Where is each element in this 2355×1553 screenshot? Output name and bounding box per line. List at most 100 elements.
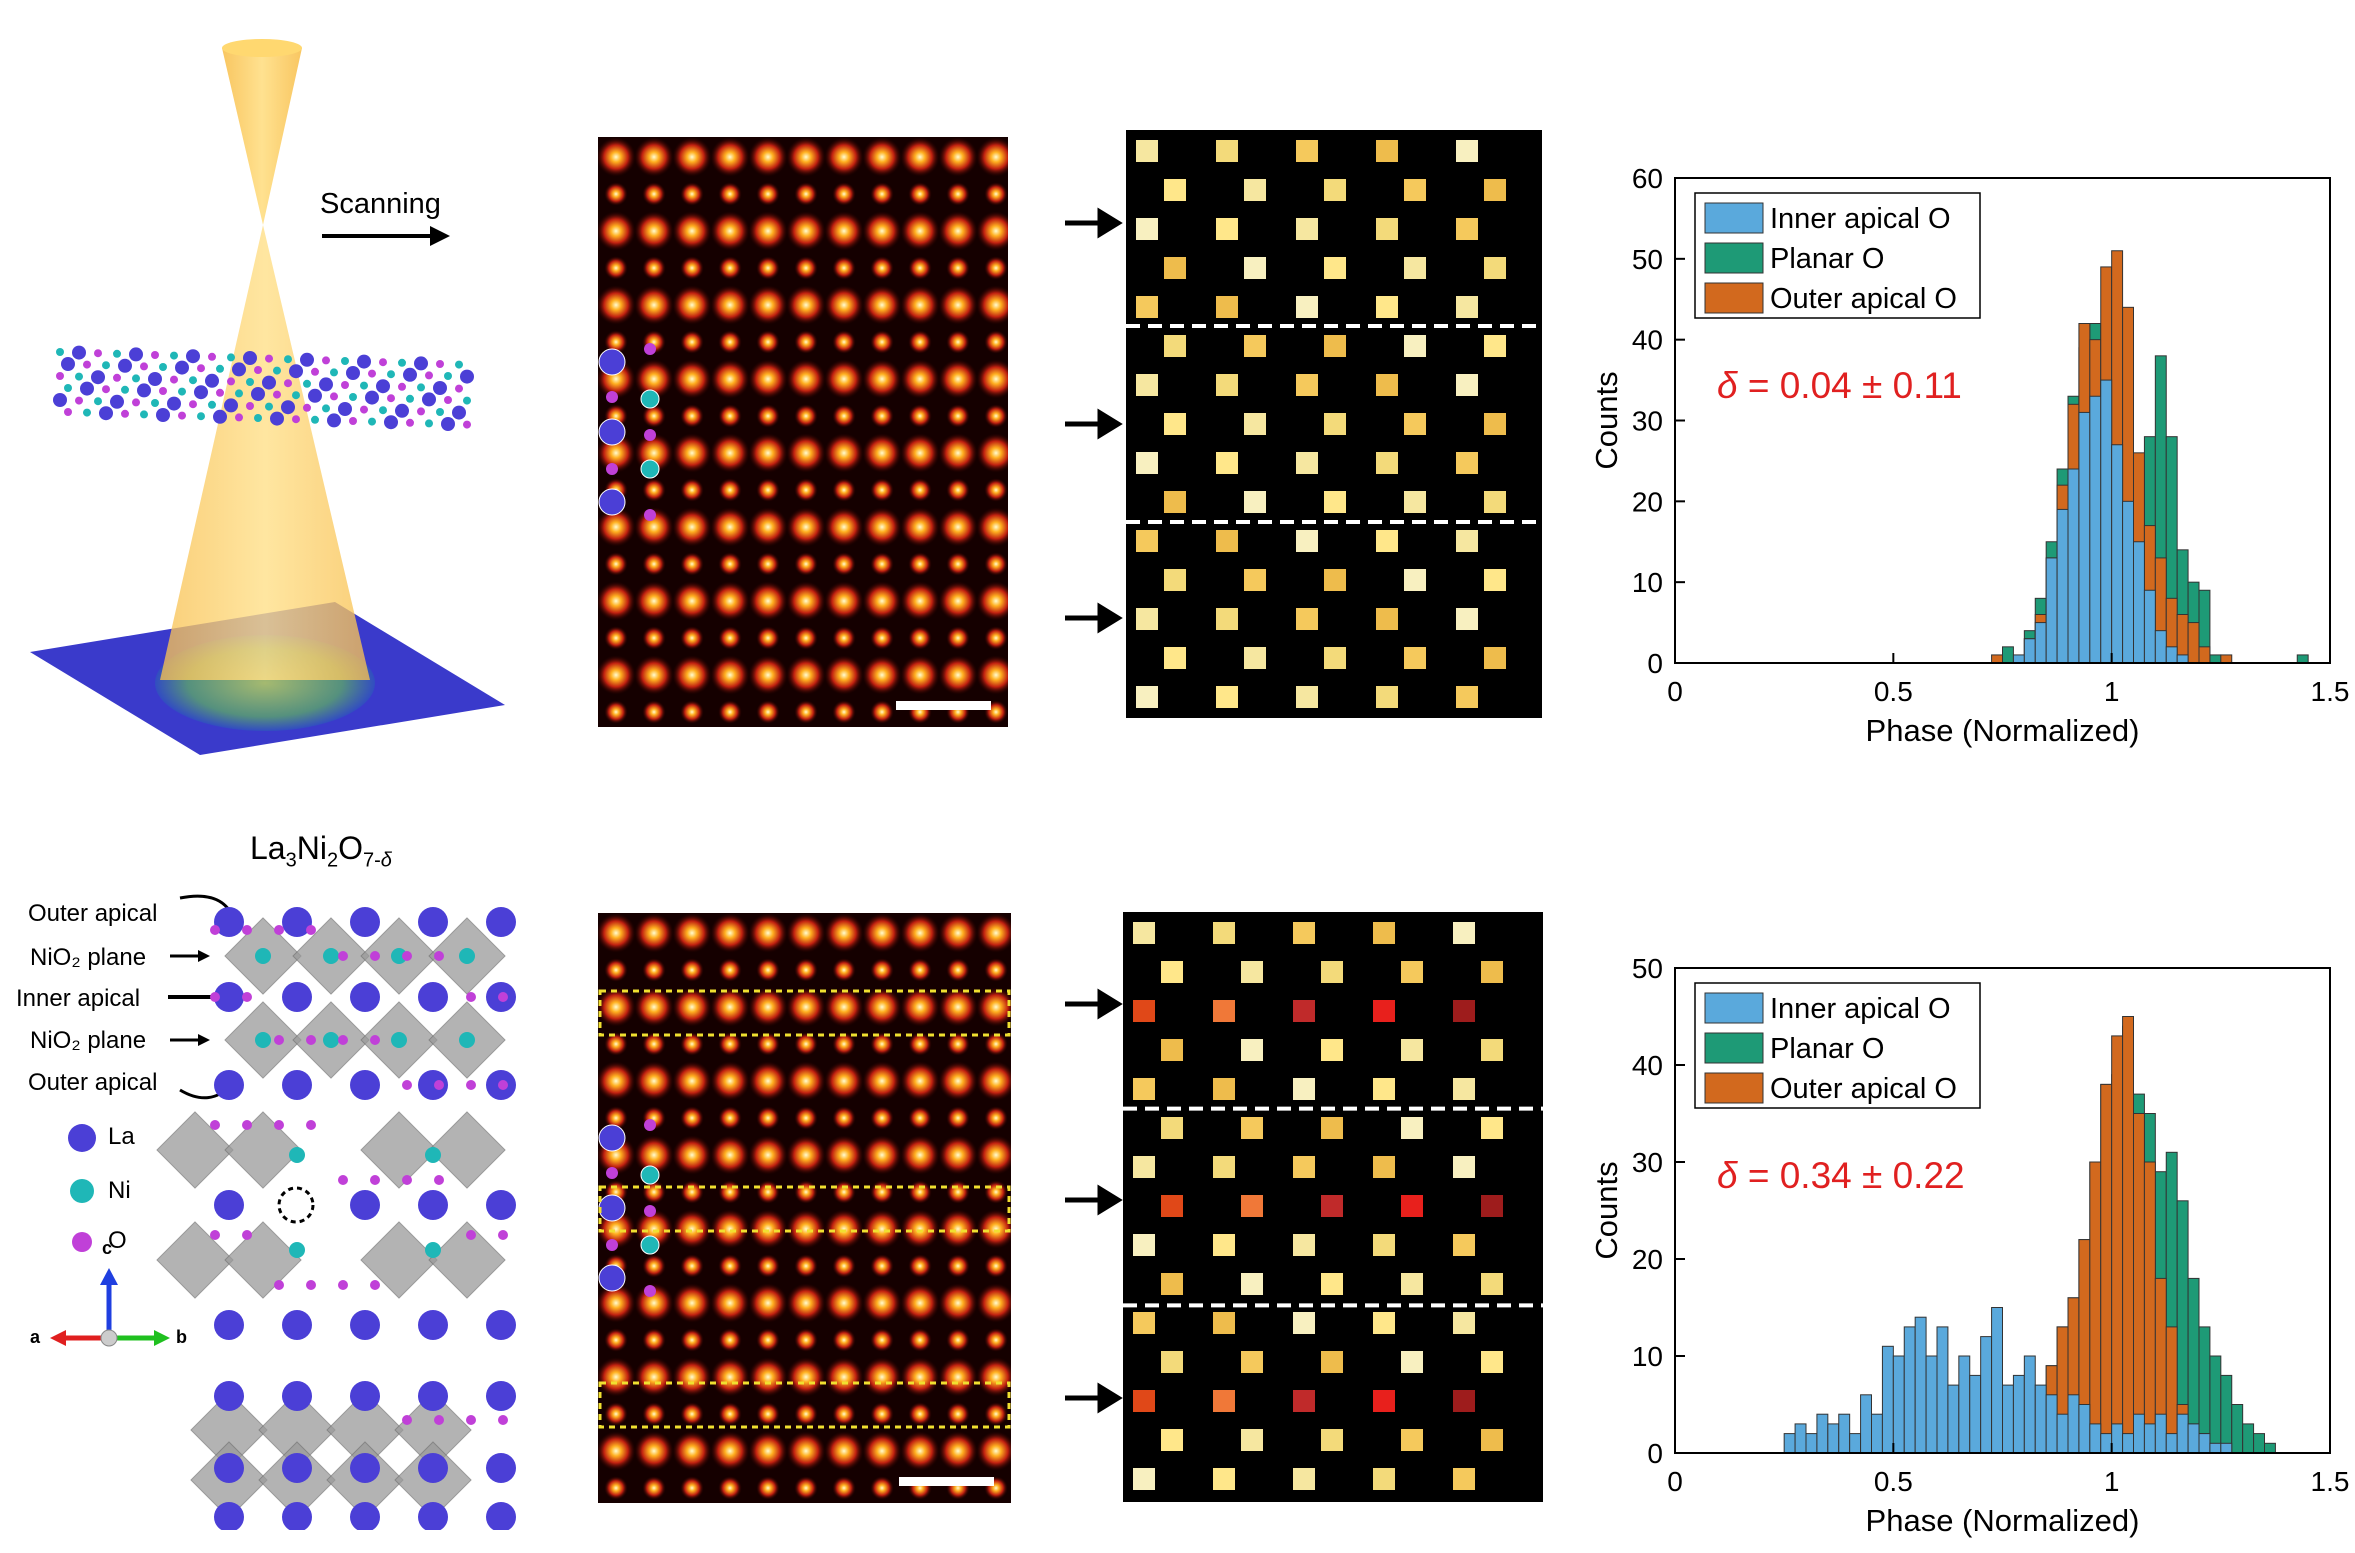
ni-atom bbox=[323, 948, 339, 964]
atom-column bbox=[634, 1283, 674, 1323]
atom-column bbox=[976, 285, 1008, 325]
slab-atom bbox=[265, 402, 273, 411]
slab-atom bbox=[132, 398, 140, 407]
atom-column bbox=[832, 1402, 856, 1426]
atom-column bbox=[748, 1431, 788, 1471]
atom-column bbox=[824, 581, 864, 621]
atom-column bbox=[680, 552, 704, 576]
histogram-bar bbox=[1783, 1433, 1796, 1454]
phase-pixel bbox=[1321, 1195, 1343, 1217]
atom-column bbox=[642, 1328, 666, 1352]
atom-column bbox=[718, 1476, 742, 1500]
atom-column bbox=[862, 137, 902, 177]
phase-pixel bbox=[1321, 1351, 1343, 1373]
atom-column bbox=[824, 359, 864, 399]
histogram-bar bbox=[2253, 1433, 2265, 1454]
atom-column bbox=[946, 958, 970, 982]
phase-pixel bbox=[1213, 1234, 1235, 1256]
atom-column bbox=[756, 404, 780, 428]
la-atom bbox=[214, 1381, 244, 1411]
slab-atom bbox=[284, 355, 292, 364]
la-overlay-atom bbox=[598, 418, 626, 446]
atom-column bbox=[634, 581, 674, 621]
atom-column bbox=[718, 1402, 742, 1426]
atom-column bbox=[832, 626, 856, 650]
atom-column bbox=[984, 256, 1008, 280]
histogram-bar bbox=[1805, 1433, 1818, 1454]
atom-column bbox=[756, 552, 780, 576]
atom-column bbox=[938, 1061, 978, 1101]
o-atom bbox=[338, 951, 348, 961]
slab-atom bbox=[322, 356, 330, 365]
slab-atom bbox=[406, 418, 414, 427]
la-atom bbox=[418, 907, 448, 937]
octahedron bbox=[156, 1111, 234, 1189]
slab-atom bbox=[53, 393, 67, 407]
slab-atom bbox=[379, 358, 387, 367]
atom-column bbox=[598, 507, 636, 547]
histogram-bar bbox=[2045, 1394, 2058, 1454]
slab-atom bbox=[414, 356, 428, 371]
atom-column bbox=[908, 330, 932, 354]
slab-atom bbox=[422, 392, 436, 407]
slab-atom bbox=[398, 382, 406, 391]
x-tick-label: 1 bbox=[2104, 676, 2120, 707]
o-atom bbox=[466, 1080, 476, 1090]
slab-atom bbox=[387, 394, 395, 403]
atom-column bbox=[794, 1106, 818, 1130]
la-atom bbox=[418, 1070, 448, 1100]
atom-column bbox=[642, 1032, 666, 1056]
phase-pixel bbox=[1241, 961, 1263, 983]
atom-column bbox=[832, 1106, 856, 1130]
phase-pixel bbox=[1404, 335, 1426, 357]
histogram-bar bbox=[1991, 1307, 2004, 1454]
slab-atom bbox=[64, 408, 72, 416]
slab-atom bbox=[148, 372, 162, 386]
atom-column bbox=[748, 913, 788, 953]
atom-column bbox=[900, 1357, 940, 1397]
phase-pixel bbox=[1296, 452, 1318, 474]
slab-atom bbox=[455, 360, 463, 369]
y-tick-label: 60 bbox=[1632, 163, 1663, 194]
phase-pixel bbox=[1404, 647, 1426, 669]
slab-atom bbox=[251, 387, 265, 401]
atom-column bbox=[748, 1135, 788, 1175]
atom-column bbox=[900, 433, 940, 473]
phase-pixel bbox=[1136, 686, 1158, 708]
slab-atom bbox=[56, 372, 64, 380]
la-atom bbox=[350, 1502, 380, 1530]
ni-atom bbox=[391, 948, 407, 964]
atom-column bbox=[900, 359, 940, 399]
o-overlay-atom bbox=[606, 1167, 618, 1179]
atom-column bbox=[756, 1180, 780, 1204]
atom-column bbox=[756, 182, 780, 206]
o-atom bbox=[370, 1280, 380, 1290]
phase-pixel bbox=[1404, 257, 1426, 279]
histogram-bar bbox=[2143, 1423, 2156, 1454]
o-atom bbox=[498, 1080, 508, 1090]
histogram-bar bbox=[2067, 1394, 2080, 1454]
slab-atom bbox=[387, 370, 395, 379]
phase-pixel bbox=[1373, 922, 1395, 944]
atom-column bbox=[718, 478, 742, 502]
atom-column bbox=[900, 1061, 940, 1101]
slab-atom bbox=[75, 372, 83, 381]
atom-column bbox=[710, 137, 750, 177]
slab-atom bbox=[118, 358, 132, 373]
atom-column bbox=[900, 507, 940, 547]
phase-pixel bbox=[1373, 1156, 1395, 1178]
ni-atom bbox=[323, 1032, 339, 1048]
atom-column bbox=[604, 1402, 628, 1426]
la-atom bbox=[282, 1502, 312, 1530]
atom-column bbox=[598, 1431, 636, 1471]
o-atom bbox=[498, 1415, 508, 1425]
slab-atom bbox=[189, 376, 197, 385]
atom-column bbox=[908, 626, 932, 650]
atom-column bbox=[938, 433, 978, 473]
atom-column bbox=[946, 330, 970, 354]
atom-column bbox=[642, 1476, 666, 1500]
atom-column bbox=[794, 626, 818, 650]
slab-atom bbox=[227, 377, 235, 386]
phase-pixel bbox=[1373, 1468, 1395, 1490]
phase-pixel bbox=[1161, 1039, 1183, 1061]
